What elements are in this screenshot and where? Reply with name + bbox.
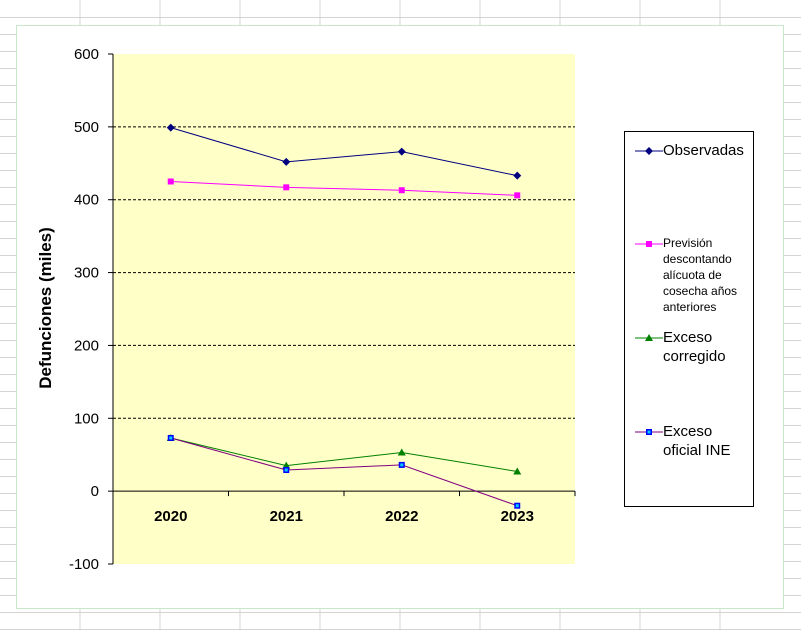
y-tick-label: 500: [74, 119, 99, 136]
data-point: [166, 123, 175, 132]
series-line: [170, 437, 518, 507]
x-tick-label: 2021: [270, 508, 303, 525]
line-chart: -100 0 100 200 300 400 500 600 2020 2021 2022 2023 D…: [36, 46, 576, 573]
legend[interactable]: Observadas Previsión descontando alícuot…: [624, 131, 754, 507]
data-point-inner: [400, 463, 404, 467]
y-tick-label: 300: [74, 265, 99, 282]
y-tick-label: -100: [69, 556, 99, 573]
y-tick-label: 400: [74, 192, 99, 209]
data-point-inner: [515, 504, 519, 508]
data-point: [167, 178, 174, 185]
legend-label-prevision: Previsión descontando alícuota de cosech…: [663, 236, 738, 314]
legend-marker-observadas: [635, 147, 663, 155]
data-point: [513, 171, 522, 180]
data-point: [513, 467, 522, 475]
data-point: [397, 448, 406, 456]
legend-marker-prevision: [635, 241, 663, 247]
data-point-inner: [284, 468, 288, 472]
data-point: [397, 147, 406, 156]
chart-area[interactable]: -100 0 100 200 300 400 500 600 2020 2021 2022 2023 D…: [16, 25, 784, 609]
y-axis-title: Defunciones (miles): [36, 227, 55, 389]
legend-marker-exceso-ine: [635, 429, 663, 435]
plot-area: [113, 54, 575, 564]
data-point: [282, 461, 291, 469]
y-tick-label: 600: [74, 46, 99, 63]
data-point: [283, 184, 290, 191]
y-tick-label: 100: [74, 410, 99, 427]
data-point: [282, 157, 291, 166]
legend-label-exceso-corregido: Exceso corregido: [663, 329, 726, 365]
series-line: [170, 127, 518, 177]
data-point: [398, 187, 405, 194]
y-tick-label: 0: [91, 483, 99, 500]
series-line: [170, 437, 518, 472]
data-point: [514, 192, 521, 199]
legend-marker-exceso-corregido: [635, 334, 663, 341]
x-tick-label: 2020: [154, 508, 187, 525]
data-point-inner: [169, 436, 173, 440]
x-tick-label: 2023: [501, 508, 534, 525]
legend-label-observadas: Observadas: [663, 142, 744, 159]
y-tick-label: 200: [74, 337, 99, 354]
x-tick-label: 2022: [385, 508, 418, 525]
legend-label-exceso-ine: Exceso oficial INE: [663, 423, 731, 459]
series-line: [170, 181, 518, 196]
